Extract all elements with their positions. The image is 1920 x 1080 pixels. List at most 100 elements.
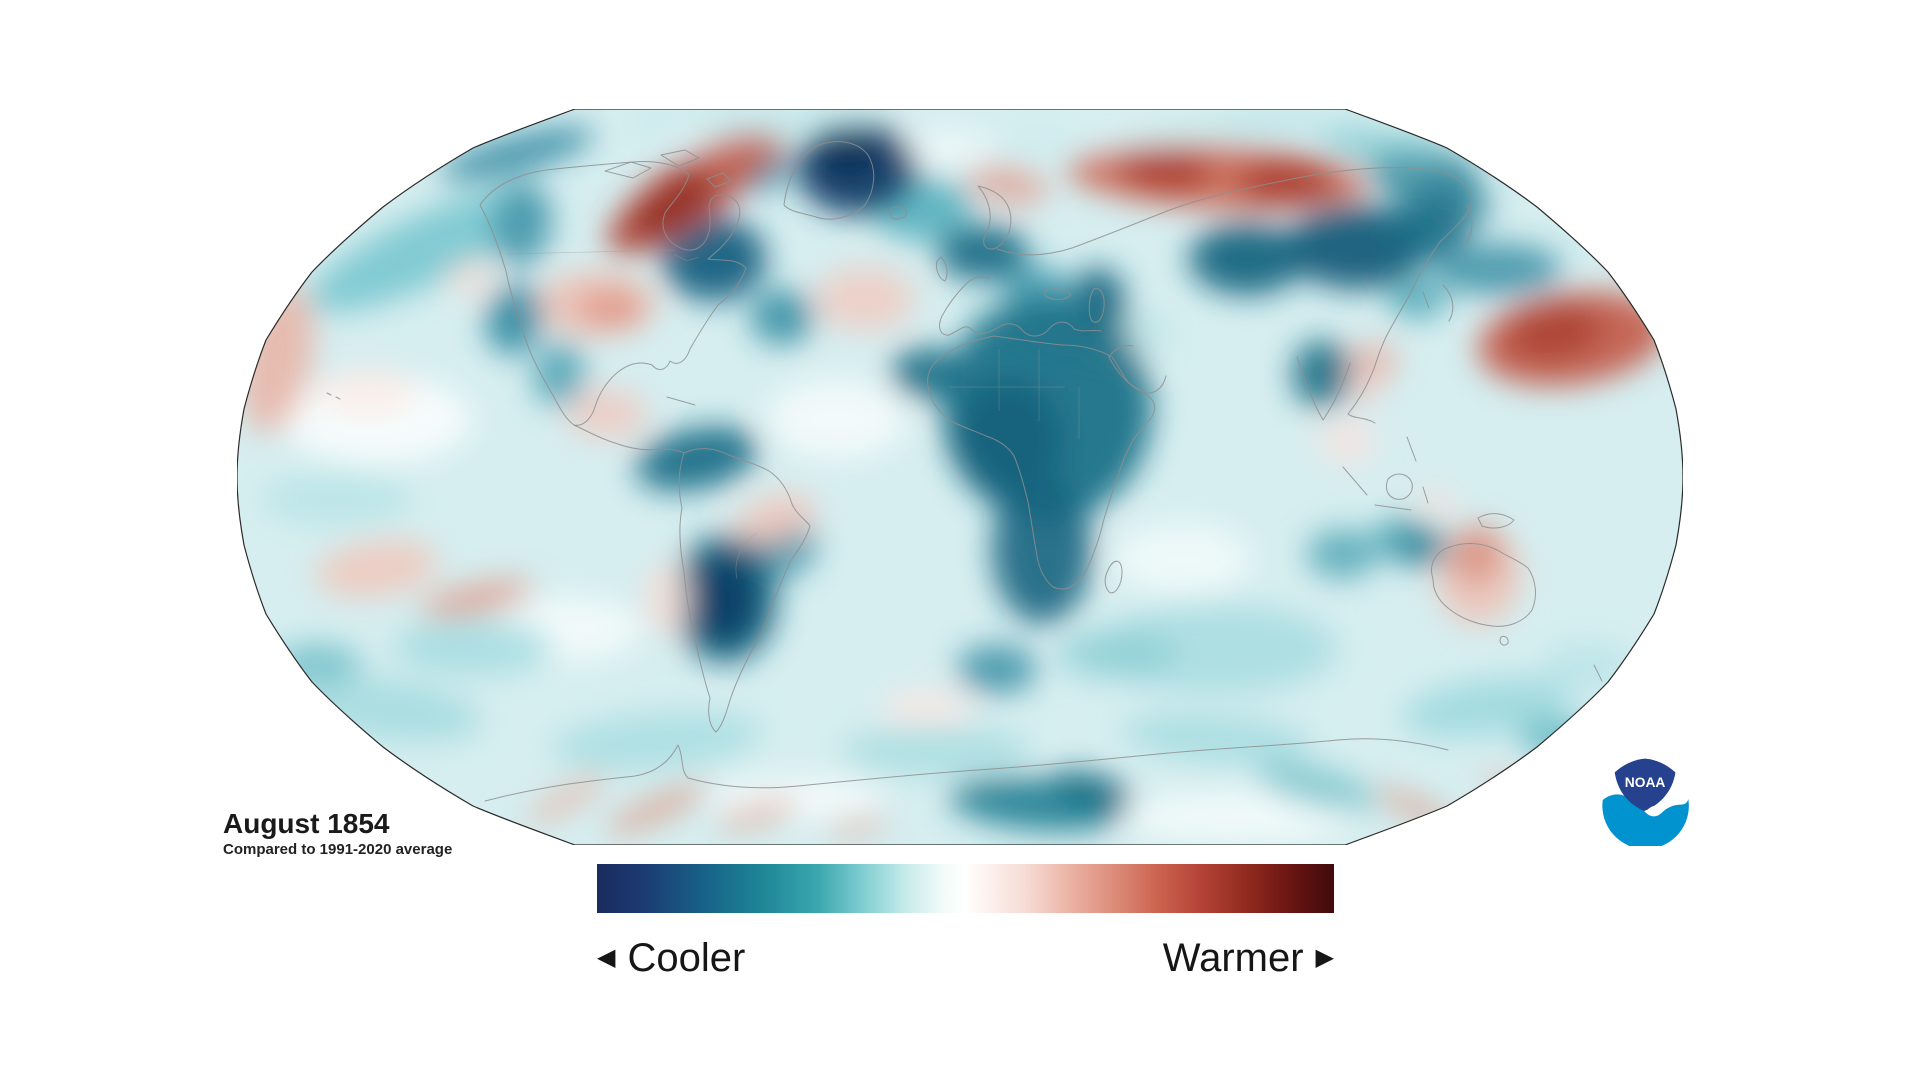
anomaly-region-scandinavia-pink [965, 165, 1049, 205]
anomaly-region-s-ocean-dark-1 [272, 644, 362, 684]
anomaly-region-timor-pale-pink [1415, 489, 1459, 519]
anomaly-region-korea-teal [1387, 279, 1447, 319]
coast-india [1296, 356, 1351, 421]
anomaly-region-africa-core-west [952, 379, 1062, 499]
coast-africa [927, 335, 1156, 590]
coast-hawaii [326, 392, 341, 400]
coast-cuba [666, 396, 696, 406]
anomaly-region-antarctic-pink-4 [825, 817, 889, 837]
noaa-logo: NOAA [1601, 755, 1691, 846]
anomaly-region-nw-australia-teal [1396, 527, 1448, 567]
anomaly-region-s-pacific-teal [393, 619, 553, 675]
anomaly-region-se-asia-pale-pink [1317, 417, 1377, 465]
anomaly-region-russia-red-core-east [1237, 161, 1333, 205]
anomaly-region-gulf-alaska-streak [439, 126, 595, 182]
borders-africa [949, 349, 1080, 439]
anomaly-region-greenland-navy-core [819, 130, 879, 178]
coast-europe-south [939, 276, 1102, 337]
anomaly-region-newfoundland-teal [750, 289, 814, 345]
coast-arctic-islands [604, 149, 732, 188]
anomaly-region-antarctic-teal-3 [1256, 761, 1378, 813]
coast-north-america [479, 161, 747, 426]
anomaly-region-mexico-teal [532, 342, 586, 406]
coast-east-asia [1347, 241, 1441, 424]
anomaly-region-indian-ocean-white [1112, 523, 1252, 595]
anomaly-region-canada-red-core [632, 172, 716, 236]
world-anomaly-map [236, 108, 1684, 846]
warmer-arrow-icon: ▶ [1315, 944, 1334, 971]
anomaly-region-antarctic-pink-1 [606, 783, 708, 835]
anomaly-region-bc-offshore-pink [447, 261, 497, 297]
coast-korea-japan [1422, 284, 1454, 322]
anomaly-blobs [240, 116, 1667, 843]
anomaly-region-africa-core-south [992, 474, 1092, 624]
anomaly-region-japan-north-teal [1432, 243, 1562, 295]
anomaly-region-s-ocean-band-4 [1122, 712, 1312, 766]
anomaly-region-mozambique-teal [1057, 629, 1177, 679]
anomaly-region-mid-atlantic-pink [815, 267, 915, 331]
anomaly-region-nz-light-teal [1542, 643, 1632, 691]
warmer-label: Warmer [1162, 935, 1304, 980]
anomaly-region-antarctic-pink-6 [1483, 770, 1551, 820]
coast-scandinavia [977, 185, 1012, 250]
noaa-logo-sea [1602, 794, 1689, 846]
anomaly-region-china-coast-pink [1350, 343, 1398, 379]
anomaly-region-central-us-pink-core [580, 291, 644, 327]
colorbar-labels: ◀ Cooler Warmer ▶ [597, 932, 1334, 984]
coast-borneo [1385, 473, 1413, 500]
coast-greenland [783, 141, 875, 220]
coast-kamchatka [1463, 204, 1473, 248]
anomaly-region-top-streak-1 [627, 116, 887, 130]
coast-uk [936, 256, 948, 282]
border-us-canada [506, 249, 700, 262]
anomaly-region-antarctic-pink-3 [716, 800, 798, 830]
anomaly-region-canada-red-ext [699, 134, 785, 180]
cooler-arrow-icon: ◀ [597, 944, 616, 971]
cooler-label-group: ◀ Cooler [597, 932, 745, 984]
anomaly-region-central-asia-dark [1189, 223, 1305, 295]
anomaly-region-australia-pink-core [1450, 524, 1504, 584]
anomaly-region-us-west-coast-teal [485, 283, 543, 355]
anomaly-region-east-asia-dark-2 [1385, 197, 1469, 257]
anomaly-region-sw-pacific-pink [315, 539, 439, 599]
anomaly-region-top-streak-2 [997, 125, 1277, 145]
anomaly-region-india-dark [1292, 340, 1352, 408]
warmer-label-group: Warmer ▶ [1163, 932, 1334, 984]
anomaly-region-west-africa-dark [891, 347, 963, 399]
cooler-label: Cooler [627, 935, 746, 980]
anomaly-region-chile-coast-pale-pink [644, 563, 690, 635]
anomaly-region-ne-siberia-streak [1322, 131, 1452, 163]
anomaly-region-nw-shelf-teal [1307, 529, 1377, 579]
coast-iceland [890, 206, 908, 220]
anomaly-region-paraguay-core [692, 553, 758, 645]
coast-madagascar [1104, 560, 1123, 594]
anomaly-region-nw-pacific-red-core [1507, 306, 1603, 360]
anomaly-region-bc-coast-teal [491, 183, 553, 267]
coast-caspian [1088, 288, 1105, 323]
coast-new-guinea [1477, 513, 1515, 529]
anomaly-region-quebec-dark [662, 217, 766, 301]
coast-indonesia [1342, 436, 1429, 511]
anomaly-region-russia-red-core-west [1119, 150, 1211, 192]
anomaly-region-s-atlantic-pale-pink [879, 689, 975, 729]
coast-central-america [573, 424, 685, 454]
coast-antarctica [484, 738, 1449, 802]
anomaly-region-top-streak-3 [1217, 117, 1377, 133]
anomaly-region-cape-ocean-teal [957, 644, 1037, 694]
anomaly-region-antarctic-pink-2 [526, 774, 608, 824]
date-block: August 1854 Compared to 1991-2020 averag… [223, 808, 452, 859]
noaa-logo-text: NOAA [1625, 775, 1666, 790]
anomaly-region-bengal-pink [1347, 371, 1383, 403]
world-map-container [236, 108, 1684, 846]
anomaly-region-e-antarctica-pale [1117, 791, 1357, 843]
temperature-colorbar [597, 864, 1334, 913]
coast-tasmania [1499, 635, 1509, 646]
coast-eurasia-north [996, 167, 1472, 256]
noaa-logo-bird-icon [1646, 805, 1664, 813]
anomaly-region-n-south-america-dark [636, 426, 758, 492]
anomaly-region-hawaii-pale-pink [319, 367, 415, 415]
anomaly-region-n-atlantic-white [767, 379, 907, 459]
anomaly-region-antarctic-teal-2 [1051, 770, 1133, 812]
borders-south-america [735, 532, 758, 580]
